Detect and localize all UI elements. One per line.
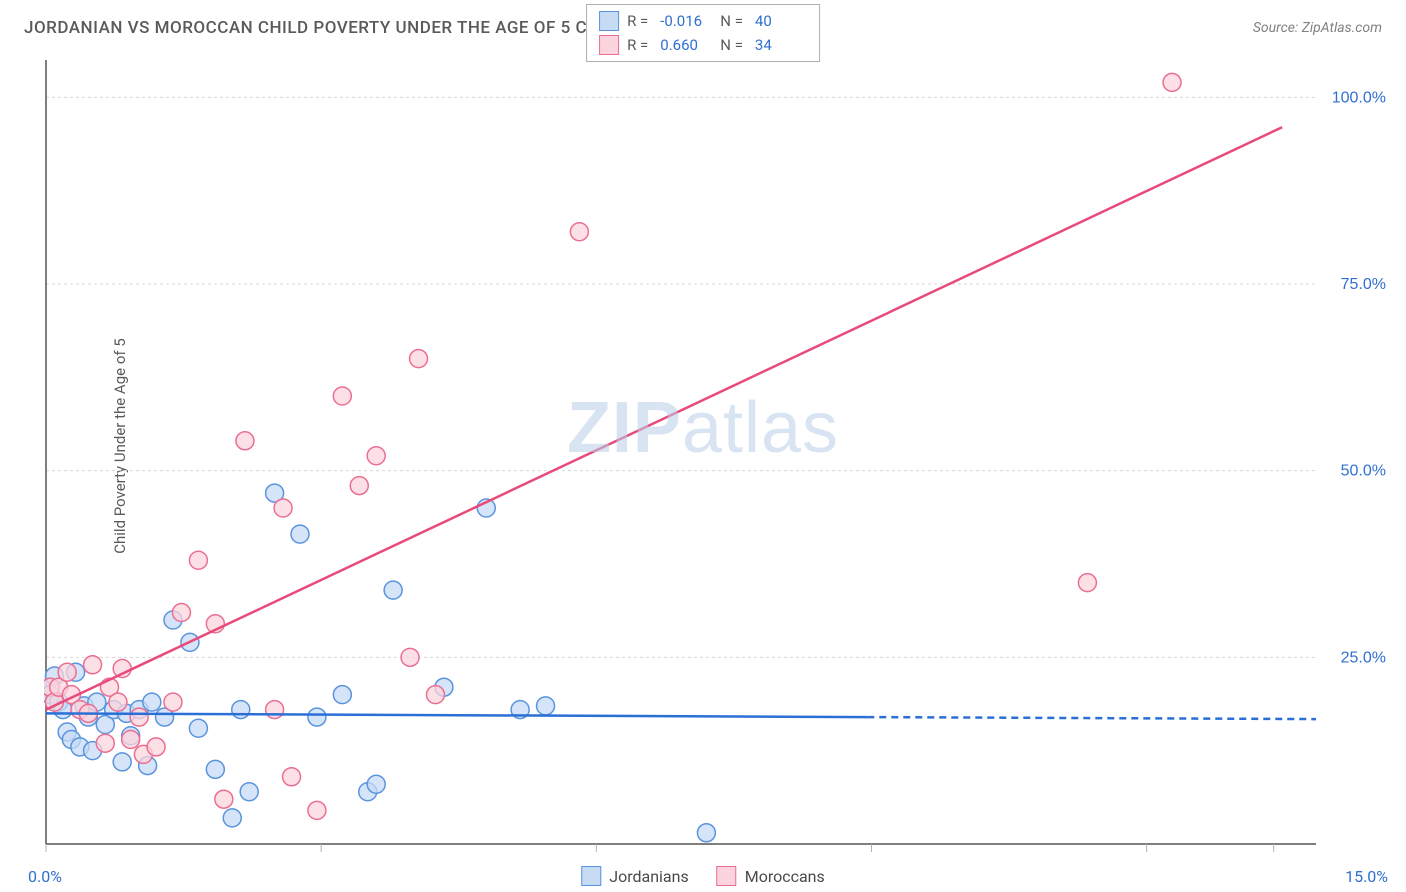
legend-item-jordanians: Jordanians	[581, 866, 688, 886]
stats-row-moroccans: R = 0.660 N = 34	[599, 33, 807, 57]
chart-source: Source: ZipAtlas.com	[1253, 20, 1382, 36]
correlation-scatter-chart: 25.0% 50.0% 75.0% 100.0%	[44, 58, 1394, 854]
swatch-jordanians	[599, 11, 619, 31]
svg-text:100.0%: 100.0%	[1332, 89, 1386, 106]
swatch-moroccans	[599, 35, 619, 55]
stats-legend: R = -0.016 N = 40 R = 0.660 N = 34	[586, 4, 820, 62]
svg-text:25.0%: 25.0%	[1341, 649, 1386, 666]
svg-text:75.0%: 75.0%	[1341, 276, 1386, 293]
swatch-jordanians-icon	[581, 866, 601, 886]
x-axis-max-label: 15.0%	[1345, 867, 1388, 886]
stats-row-jordanians: R = -0.016 N = 40	[599, 9, 807, 33]
svg-text:50.0%: 50.0%	[1341, 463, 1386, 480]
legend-item-moroccans: Moroccans	[717, 866, 825, 886]
swatch-moroccans-icon	[717, 866, 737, 886]
series-legend: Jordanians Moroccans	[581, 866, 825, 886]
x-axis-min-label: 0.0%	[28, 867, 62, 886]
